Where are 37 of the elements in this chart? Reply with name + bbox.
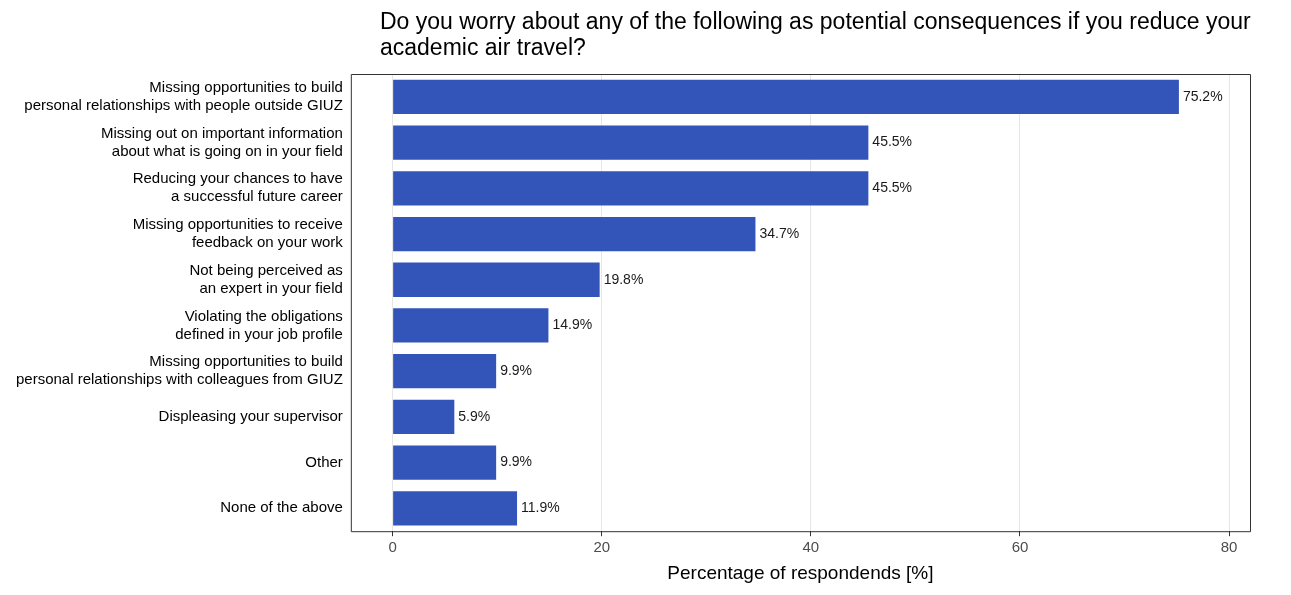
data-label: 9.9% (500, 362, 533, 379)
bar (393, 216, 756, 252)
y-tick-label: Missing opportunities to build personal relationships with colleagues from GIUZ (15, 352, 343, 388)
y-tick-label: Violating the obligations defined in your job profile (175, 306, 343, 342)
y-tick-label: Missing out on important information about what is going on in your field (101, 123, 343, 159)
y-tick-label: Displeasing your supervisor (158, 407, 343, 425)
x-tick-label: 40 (802, 538, 820, 556)
x-axis-title: Percentage of respondends [%] (667, 561, 934, 583)
data-label: 11.9% (521, 499, 560, 516)
bar (393, 79, 1179, 115)
y-tick-label: None of the above (220, 498, 343, 516)
data-label: 75.2% (1182, 87, 1223, 104)
chart-title: Do you worry about any of the following as potential consequences if you reduce your academic air travel? (379, 8, 1252, 62)
bar (393, 171, 869, 206)
data-label: 5.9% (458, 407, 491, 424)
x-tick-label: 60 (1011, 538, 1029, 556)
data-label: 14.9% (552, 316, 593, 333)
y-tick-label: Reducing your chances to have a successful future career (132, 169, 343, 205)
data-label: 45.5% (872, 179, 913, 196)
bar (393, 354, 497, 389)
data-label: 19.8% (603, 270, 644, 287)
x-tick-label: 0 (388, 538, 397, 556)
data-label: 45.5% (872, 133, 913, 150)
y-tick-label: Missing opportunities to build personal relationships with people outside GIUZ (24, 78, 343, 113)
y-tick-label: Missing opportunities to receive feedback on your work (132, 215, 344, 251)
y-tick-label: Other (305, 452, 343, 470)
bar (393, 308, 549, 343)
x-tick-label: 20 (593, 538, 611, 556)
bar (393, 399, 455, 435)
data-label: 9.9% (500, 453, 533, 470)
bar (393, 125, 869, 160)
bar (393, 262, 600, 297)
bar (393, 491, 518, 526)
bar (393, 445, 497, 480)
data-label: 34.7% (759, 224, 800, 241)
x-tick-label: 80 (1220, 538, 1238, 556)
y-tick-label: Not being perceived as an expert in your field (189, 260, 343, 296)
